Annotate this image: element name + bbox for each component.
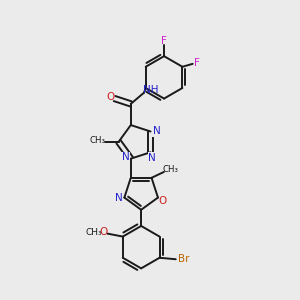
- Text: O: O: [159, 196, 167, 206]
- Text: CH₃: CH₃: [162, 165, 178, 174]
- Text: CH₃: CH₃: [85, 228, 102, 237]
- Text: O: O: [100, 227, 108, 237]
- Text: N: N: [122, 152, 130, 162]
- Text: Br: Br: [178, 254, 190, 264]
- Text: F: F: [161, 36, 167, 46]
- Text: NH: NH: [143, 85, 158, 95]
- Text: N: N: [148, 153, 156, 163]
- Text: O: O: [106, 92, 115, 102]
- Text: N: N: [115, 193, 123, 202]
- Text: N: N: [152, 127, 160, 136]
- Text: CH₃: CH₃: [89, 136, 105, 145]
- Text: F: F: [194, 58, 200, 68]
